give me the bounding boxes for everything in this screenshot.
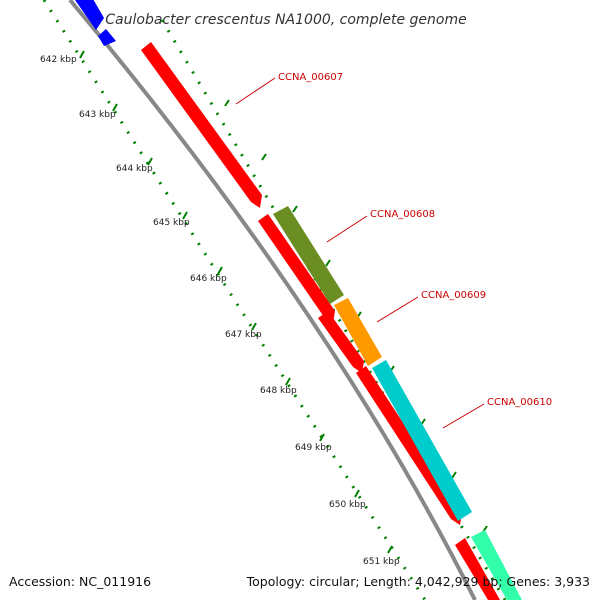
outer-tick	[224, 99, 230, 107]
genome-summary-text: Topology: circular; Length: 4,042,929 bp…	[246, 574, 590, 589]
label-line-ccna-00607	[235, 77, 276, 105]
label-line-ccna-00610	[442, 403, 485, 429]
ruler-label: 646 kbp	[190, 274, 227, 284]
ruler-label: 650 kbp	[329, 500, 366, 510]
gene-label-ccna-00609[interactable]: CCNA_00609	[421, 290, 486, 301]
ruler-label: 651 kbp	[363, 557, 400, 567]
cds-feature[interactable]	[258, 214, 335, 323]
ruler-label: 645 kbp	[153, 218, 190, 228]
inner-dotted-track	[42, 0, 427, 600]
map-title: Caulobacter crescentus NA1000, complete …	[105, 12, 466, 28]
inner-tick	[354, 489, 360, 498]
ruler-label: 643 kbp	[79, 110, 116, 120]
ruler-labels: 642 kbp 643 kbp 644 kbp 645 kbp 646 kbp …	[40, 55, 400, 567]
inner-tick	[182, 211, 188, 220]
cds-feature[interactable]	[318, 311, 364, 373]
genome-backbone	[68, 0, 477, 600]
outer-tick	[325, 259, 331, 267]
accession-text: Accession: NC_011916	[9, 574, 151, 589]
inner-tick	[319, 433, 325, 442]
inner-tick-track	[42, 0, 427, 600]
inner-tick	[251, 322, 257, 331]
gene-label-ccna-00608[interactable]: CCNA_00608	[370, 209, 435, 220]
cds-feature[interactable]	[455, 538, 500, 600]
gene-label-ccna-00610[interactable]: CCNA_00610	[487, 397, 552, 408]
ruler-label: 648 kbp	[260, 386, 297, 396]
inner-tick	[79, 50, 85, 59]
inner-tick	[285, 377, 291, 386]
gene-feature-ccna-00609[interactable]	[334, 298, 382, 366]
outer-tick	[451, 471, 457, 479]
inner-tick	[217, 266, 223, 275]
gene-feature-next[interactable]	[471, 530, 522, 600]
ruler-label: 642 kbp	[40, 55, 77, 65]
cds-feature[interactable]	[356, 366, 462, 525]
gene-label-ccna-00607[interactable]: CCNA_00607	[278, 72, 343, 83]
gene-feature-blue[interactable]	[75, 0, 104, 30]
ruler-label: 647 kbp	[225, 330, 262, 340]
inner-tick	[112, 103, 118, 112]
ruler-label: 649 kbp	[295, 443, 332, 453]
outer-tick	[261, 153, 267, 161]
label-line-ccna-00608	[326, 215, 368, 243]
gene-feature-ccna-00610[interactable]	[372, 360, 472, 521]
cds-feature[interactable]	[141, 42, 262, 208]
label-line-ccna-00609	[376, 296, 419, 323]
inner-tick	[387, 545, 393, 554]
gene-label-lines	[235, 77, 485, 429]
inner-tick	[147, 157, 153, 166]
outer-tick	[292, 205, 298, 213]
gene-feature-blue-small[interactable]	[98, 29, 116, 46]
ruler-label: 644 kbp	[116, 164, 153, 174]
gene-feature-ccna-00608[interactable]	[273, 206, 344, 304]
